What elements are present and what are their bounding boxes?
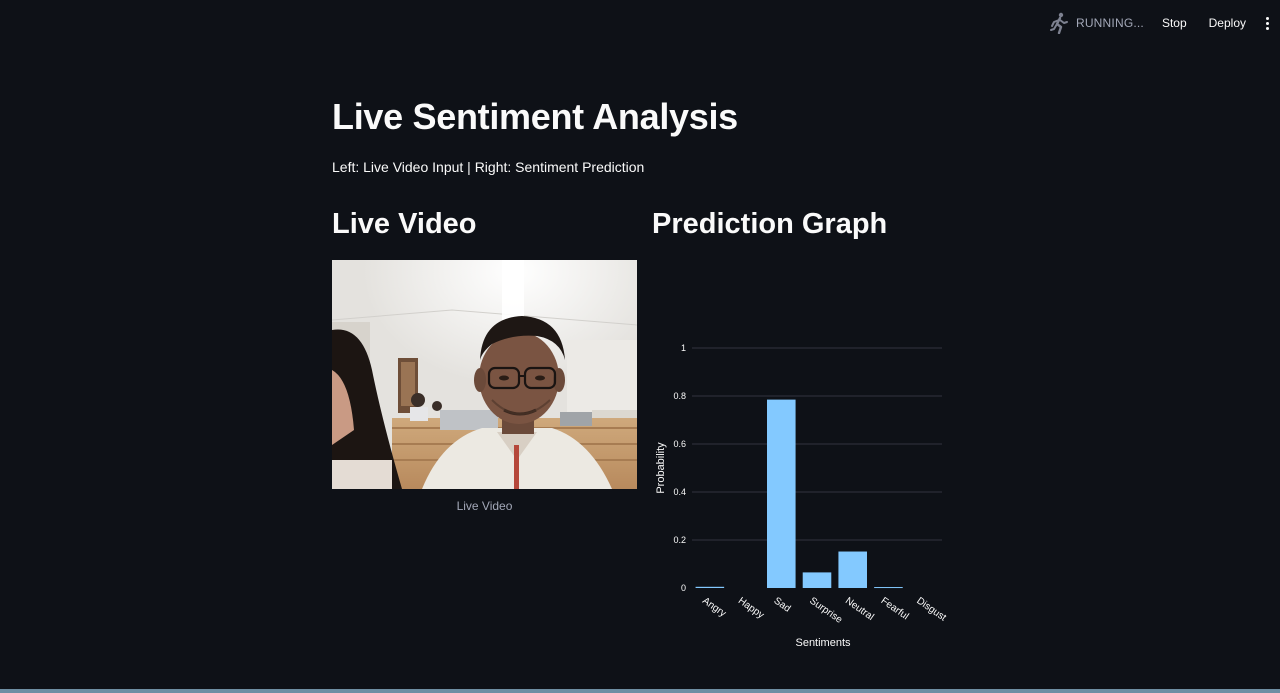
chart-bars xyxy=(695,399,903,589)
chart-gridlines xyxy=(692,347,942,541)
video-caption: Live Video xyxy=(456,499,513,513)
chart-x-tick-label: Sad xyxy=(772,595,793,614)
chart-x-tick-label: Happy xyxy=(736,595,766,621)
webcam-image xyxy=(332,260,637,489)
running-man-icon xyxy=(1049,12,1068,34)
chart-y-axis-label: Probability xyxy=(655,442,667,494)
stop-button[interactable]: Stop xyxy=(1162,12,1187,34)
chart-bar-sad[interactable] xyxy=(767,399,796,588)
chart-bar-surprise[interactable] xyxy=(802,572,832,588)
bottom-status-bar xyxy=(0,689,1280,693)
chart-y-tick-label: 0.4 xyxy=(673,487,686,497)
running-status-text: RUNNING... xyxy=(1075,16,1144,30)
chart-x-tick-label: Angry xyxy=(700,595,728,619)
page-caption: Left: Live Video Input | Right: Sentimen… xyxy=(332,159,645,175)
deploy-button[interactable]: Deploy xyxy=(1209,12,1246,34)
chart-y-tick-label: 0 xyxy=(681,583,686,593)
running-status: RUNNING... xyxy=(1049,12,1144,34)
chart-y-tick-label: 0.2 xyxy=(673,535,686,545)
prediction-graph-heading: Prediction Graph xyxy=(652,208,888,240)
chart-bar-angry[interactable] xyxy=(695,586,725,588)
chart-x-tick-label: Surprise xyxy=(807,595,844,626)
chart-bar-fearful[interactable] xyxy=(874,587,903,589)
chart-y-tick-label: 0.6 xyxy=(673,439,686,449)
chart-y-tick-label: 0.8 xyxy=(673,391,686,401)
chart-x-tick-label: Fearful xyxy=(879,595,911,622)
kebab-menu-icon[interactable] xyxy=(1260,14,1274,32)
page-title: Live Sentiment Analysis xyxy=(332,96,738,137)
prediction-bar-chart: 0 0.2 0.4 0.6 0.8 1 Angry Happy Sad SurpriseNeut… xyxy=(655,343,948,649)
chart-bar-neutral[interactable] xyxy=(838,551,867,588)
live-video-frame xyxy=(332,260,637,489)
toolbar: RUNNING... Stop Deploy xyxy=(1049,0,1280,46)
live-video-heading: Live Video xyxy=(332,208,477,240)
chart-y-ticks: 0 0.2 0.4 0.6 0.8 1 xyxy=(673,343,686,593)
chart-y-tick-label: 1 xyxy=(681,343,686,353)
chart-x-tick-label: Disgust xyxy=(914,595,948,623)
chart-x-axis-label: Sentiments xyxy=(795,637,851,649)
chart-x-tick-label: Neutral xyxy=(843,595,876,623)
